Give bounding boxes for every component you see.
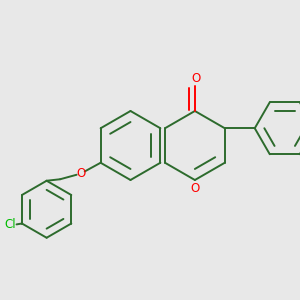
Text: O: O (76, 167, 86, 180)
Text: O: O (192, 71, 201, 85)
Text: O: O (190, 182, 200, 195)
Text: Cl: Cl (4, 218, 16, 232)
